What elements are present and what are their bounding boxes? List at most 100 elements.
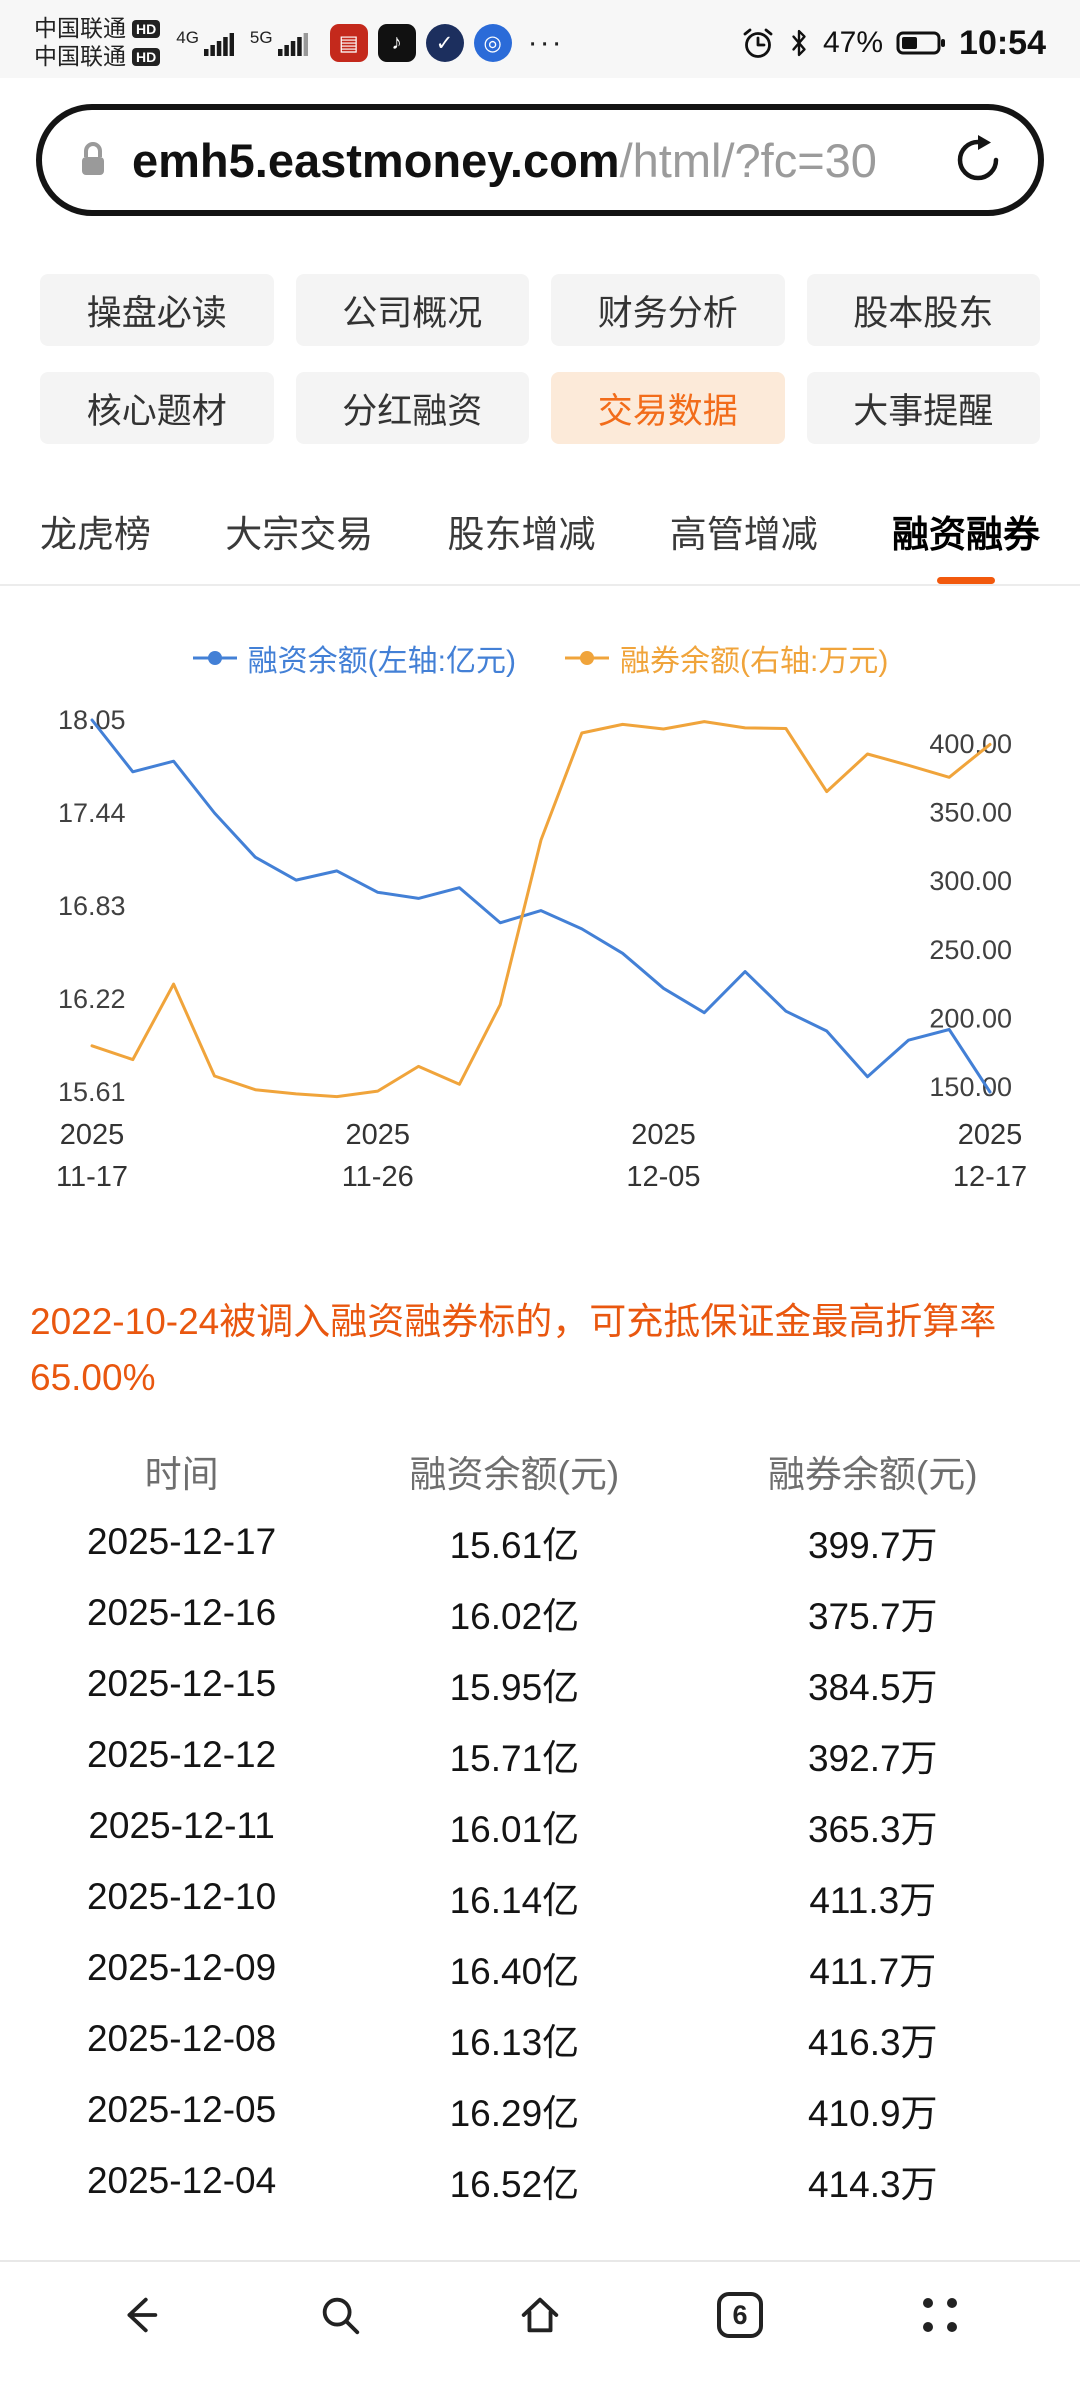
right-axis-tick: 200.00 (929, 1003, 1012, 1033)
table-cell: 15.61亿 (449, 1524, 580, 1566)
home-button[interactable] (508, 2290, 572, 2340)
table-cell: 16.52亿 (449, 2163, 580, 2205)
search-icon (322, 2297, 360, 2335)
carrier-labels: 中国联通 HD 中国联通 HD (34, 15, 161, 70)
hd-badge: HD (132, 47, 161, 66)
legend-item[interactable]: 融券余额(右轴:万元) (564, 636, 888, 680)
clock-time: 10:54 (959, 23, 1046, 62)
table-cell: 16.01亿 (449, 1808, 580, 1850)
table-cell: 2025-12-12 (86, 1733, 277, 1775)
status-bar: 中国联通 HD 中国联通 HD 4G 5G ▤ ♪ ✓ ◎ ··· 47% (0, 0, 1080, 78)
table-cell: 16.02亿 (449, 1595, 580, 1637)
table-row: 2025-12-09 16.40亿 411.7万 (28, 1932, 1052, 2003)
nav-button[interactable]: 操盘必读 (40, 274, 274, 346)
x-axis-tick-year: 2025 (345, 1119, 410, 1151)
table-cell: 16.14亿 (449, 1879, 580, 1921)
bluetooth-icon (792, 29, 806, 57)
notification-icons: ▤ ♪ ✓ ◎ (329, 24, 512, 62)
carrier-name-2: 中国联通 (34, 43, 126, 69)
alarm-icon (743, 28, 773, 58)
left-axis-tick: 16.83 (58, 891, 126, 921)
right-axis-tick: 150.00 (929, 1072, 1012, 1102)
table-cell: 16.40亿 (449, 1950, 580, 1992)
back-button[interactable] (108, 2290, 172, 2340)
menu-button[interactable] (908, 2290, 972, 2340)
signal-bars-icon (277, 33, 308, 56)
refresh-icon[interactable] (952, 134, 1004, 186)
nav-button[interactable]: 财务分析 (551, 274, 785, 346)
tab[interactable]: 高管增减 (669, 514, 818, 555)
table-cell: 2025-12-17 (86, 1520, 277, 1562)
x-axis-tick-date: 11-17 (56, 1161, 128, 1193)
battery-percent: 47% (822, 26, 884, 59)
table-cell: 2025-12-16 (86, 1591, 277, 1633)
table-cell: 414.3万 (807, 2163, 938, 2205)
tab[interactable]: 融资融券 (892, 504, 1040, 584)
nav-button[interactable]: 交易数据 (551, 372, 785, 444)
url-path: /html/?fc=30 (619, 133, 877, 187)
table-cell: 15.95亿 (449, 1666, 580, 1708)
right-axis-tick: 300.00 (929, 866, 1012, 896)
signal-group-5g: 5G (249, 28, 308, 56)
nav-button[interactable]: 分红融资 (295, 372, 529, 444)
column-header: 融券余额(元) (767, 1453, 978, 1495)
x-axis-tick-year: 2025 (958, 1119, 1023, 1151)
tabs-icon: 6 (717, 2292, 763, 2338)
search-button[interactable] (308, 2290, 372, 2340)
nav-button[interactable]: 大事提醒 (806, 372, 1040, 444)
table-cell: 416.3万 (807, 2021, 938, 2063)
app-icon-music-note: ♪ (377, 24, 416, 62)
signal-bars-icon (203, 33, 234, 56)
legend-label: 融资余额(左轴:亿元) (247, 645, 516, 678)
tab-count: 6 (732, 2299, 748, 2330)
legend-item[interactable]: 融资余额(左轴:亿元) (192, 636, 516, 680)
menu-icon (923, 2298, 957, 2332)
table-cell: 411.3万 (809, 1879, 937, 1921)
table-row: 2025-12-05 16.29亿 410.9万 (28, 2074, 1052, 2145)
table-cell: 2025-12-09 (86, 1946, 277, 1988)
table-cell: 16.13亿 (449, 2021, 580, 2063)
table-cell: 410.9万 (807, 2092, 938, 2134)
signal-group-4g: 4G (176, 28, 234, 56)
tab[interactable]: 龙虎榜 (40, 514, 151, 555)
table-cell: 2025-12-04 (86, 2159, 277, 2201)
tab[interactable]: 股东增减 (447, 514, 596, 555)
address-text[interactable]: emh5.eastmoney.com/html/?fc=30 (132, 133, 922, 188)
table-row: 2025-12-04 16.52亿 414.3万 (28, 2145, 1052, 2216)
table-cell: 384.5万 (807, 1666, 938, 1708)
x-axis-tick-date: 12-17 (953, 1161, 1027, 1193)
column-header: 时间 (144, 1453, 219, 1495)
chart-legend: 融资余额(左轴:亿元) 融券余额(右轴:万元) (0, 636, 1080, 680)
margin-chart: 融资余额(左轴:亿元) 融券余额(右轴:万元) 18.05 17.44 16.83 16… (0, 636, 1080, 1240)
table-cell: 375.7万 (807, 1595, 938, 1637)
left-axis-tick: 15.61 (58, 1077, 126, 1107)
tabs-button[interactable]: 6 (708, 2290, 772, 2340)
app-icon-blue-circle: ◎ (473, 24, 512, 62)
status-right-cluster: 47% 10:54 (741, 24, 1046, 63)
nav-button[interactable]: 核心题材 (40, 372, 274, 444)
legend-marker-icon (192, 651, 237, 665)
nav-button[interactable]: 股本股东 (806, 274, 1040, 346)
hd-badge: HD (132, 20, 161, 39)
url-bar[interactable]: emh5.eastmoney.com/html/?fc=30 (36, 104, 1044, 216)
browser-bottom-nav: 6 (0, 2260, 1080, 2400)
app-icon-check-circle: ✓ (425, 24, 464, 62)
table-row: 2025-12-08 16.13亿 416.3万 (28, 2003, 1052, 2074)
table-row: 2025-12-11 16.01亿 365.3万 (28, 1790, 1052, 1861)
column-header: 融资余额(元) (409, 1453, 620, 1495)
tab[interactable]: 大宗交易 (225, 514, 374, 555)
table-cell: 2025-12-11 (88, 1804, 275, 1846)
network-type-label: 5G (249, 28, 273, 47)
margin-table: 时间 融资余额(元) 融券余额(元) 2025-12-17 15.61亿 399.7万 20… (28, 1435, 1052, 2216)
battery-icon (896, 31, 946, 55)
tab-row: 龙虎榜 大宗交易 股东增减 高管增减 融资融券 (0, 504, 1080, 586)
legend-label: 融券余额(右轴:万元) (620, 645, 889, 678)
x-axis-tick-year: 2025 (60, 1119, 125, 1151)
margin-eligibility-notice: 2022-10-24被调入融资融券标的，可充抵保证金最高折算率65.00% (30, 1301, 997, 1398)
table-cell: 15.71亿 (449, 1737, 580, 1779)
lock-icon (82, 142, 104, 175)
table-cell: 399.7万 (807, 1524, 938, 1566)
nav-grid: 操盘必读 公司概况 财务分析 股本股东核心题材 分红融资 交易数据 大事提醒 (40, 274, 1040, 444)
nav-button[interactable]: 公司概况 (295, 274, 529, 346)
table-cell: 2025-12-15 (86, 1662, 277, 1704)
